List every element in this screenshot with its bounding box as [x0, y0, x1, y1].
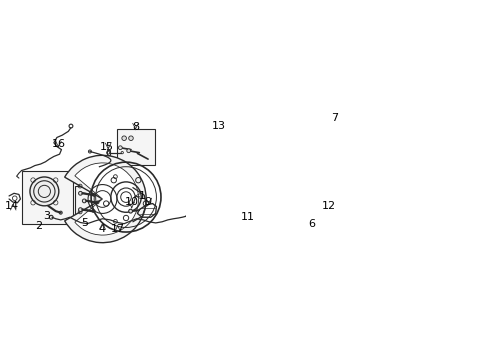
Wedge shape: [75, 163, 138, 235]
Text: 17: 17: [110, 224, 124, 234]
Bar: [116, 129, 154, 165]
Text: 12: 12: [322, 201, 336, 211]
Text: 1: 1: [139, 191, 145, 201]
Circle shape: [305, 189, 322, 206]
Text: 3: 3: [42, 211, 50, 221]
Bar: [235, 186, 271, 219]
Circle shape: [82, 199, 86, 203]
Text: 9: 9: [144, 197, 151, 207]
Circle shape: [79, 192, 82, 195]
Text: 6: 6: [307, 219, 314, 229]
Text: 5: 5: [81, 217, 88, 228]
Circle shape: [329, 131, 339, 141]
Circle shape: [122, 136, 126, 140]
Bar: [240, 191, 267, 213]
Circle shape: [118, 146, 122, 150]
Text: 8: 8: [132, 122, 139, 132]
Circle shape: [329, 145, 339, 154]
Bar: [267, 193, 270, 201]
Circle shape: [128, 136, 133, 140]
Text: 7: 7: [330, 113, 337, 123]
Wedge shape: [64, 155, 146, 243]
Text: 10: 10: [124, 197, 139, 207]
Text: 15: 15: [100, 141, 114, 152]
Bar: [288, 168, 333, 225]
Bar: [239, 193, 242, 201]
Circle shape: [79, 208, 82, 212]
Text: 2: 2: [35, 221, 42, 231]
Bar: [320, 119, 353, 164]
Text: 16: 16: [51, 139, 65, 149]
Bar: [75, 186, 111, 224]
Circle shape: [126, 149, 130, 153]
Text: 14: 14: [5, 201, 19, 211]
Bar: [106, 150, 109, 155]
Circle shape: [295, 179, 316, 200]
Text: 4: 4: [99, 224, 106, 234]
Bar: [21, 171, 73, 224]
Text: 13: 13: [211, 121, 225, 131]
Circle shape: [128, 209, 132, 213]
Text: 11: 11: [240, 212, 254, 222]
Circle shape: [30, 177, 59, 206]
